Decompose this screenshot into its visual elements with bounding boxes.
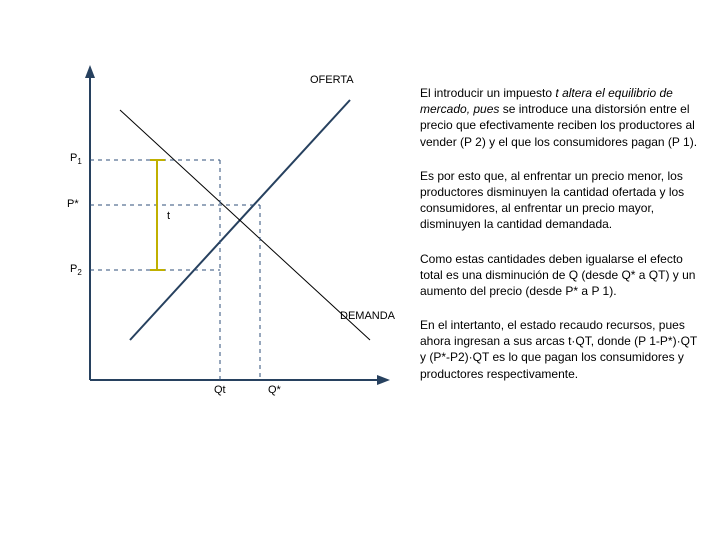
pstar-label: P*: [67, 198, 79, 210]
supply-label: OFERTA: [310, 74, 354, 86]
qt-label: Qt: [214, 384, 226, 396]
y-axis-arrow: [85, 65, 95, 78]
p2-label-sub: 2: [77, 268, 81, 277]
page: OFERTA DEMANDA P1 P* P2 Qt Q* t El intro…: [0, 0, 720, 540]
p1-label-sub: 1: [77, 157, 81, 166]
paragraph-4: En el intertanto, el estado recaudo recu…: [420, 317, 700, 382]
qstar-label: Q*: [268, 384, 281, 396]
paragraph-2: Es por esto que, al enfrentar un precio …: [420, 168, 700, 233]
explanation-text: El introducir un impuesto t altera el eq…: [420, 85, 700, 400]
p2-label: P2: [70, 263, 82, 277]
paragraph-1: El introducir un impuesto t altera el eq…: [420, 85, 700, 150]
paragraph-3: Como estas cantidades deben igualarse el…: [420, 251, 700, 300]
p1-label: P1: [70, 152, 82, 166]
p1-span-a: El introducir un impuesto: [420, 86, 555, 100]
t-label: t: [167, 210, 170, 222]
x-axis-arrow: [377, 375, 390, 385]
demand-label: DEMANDA: [340, 310, 395, 322]
